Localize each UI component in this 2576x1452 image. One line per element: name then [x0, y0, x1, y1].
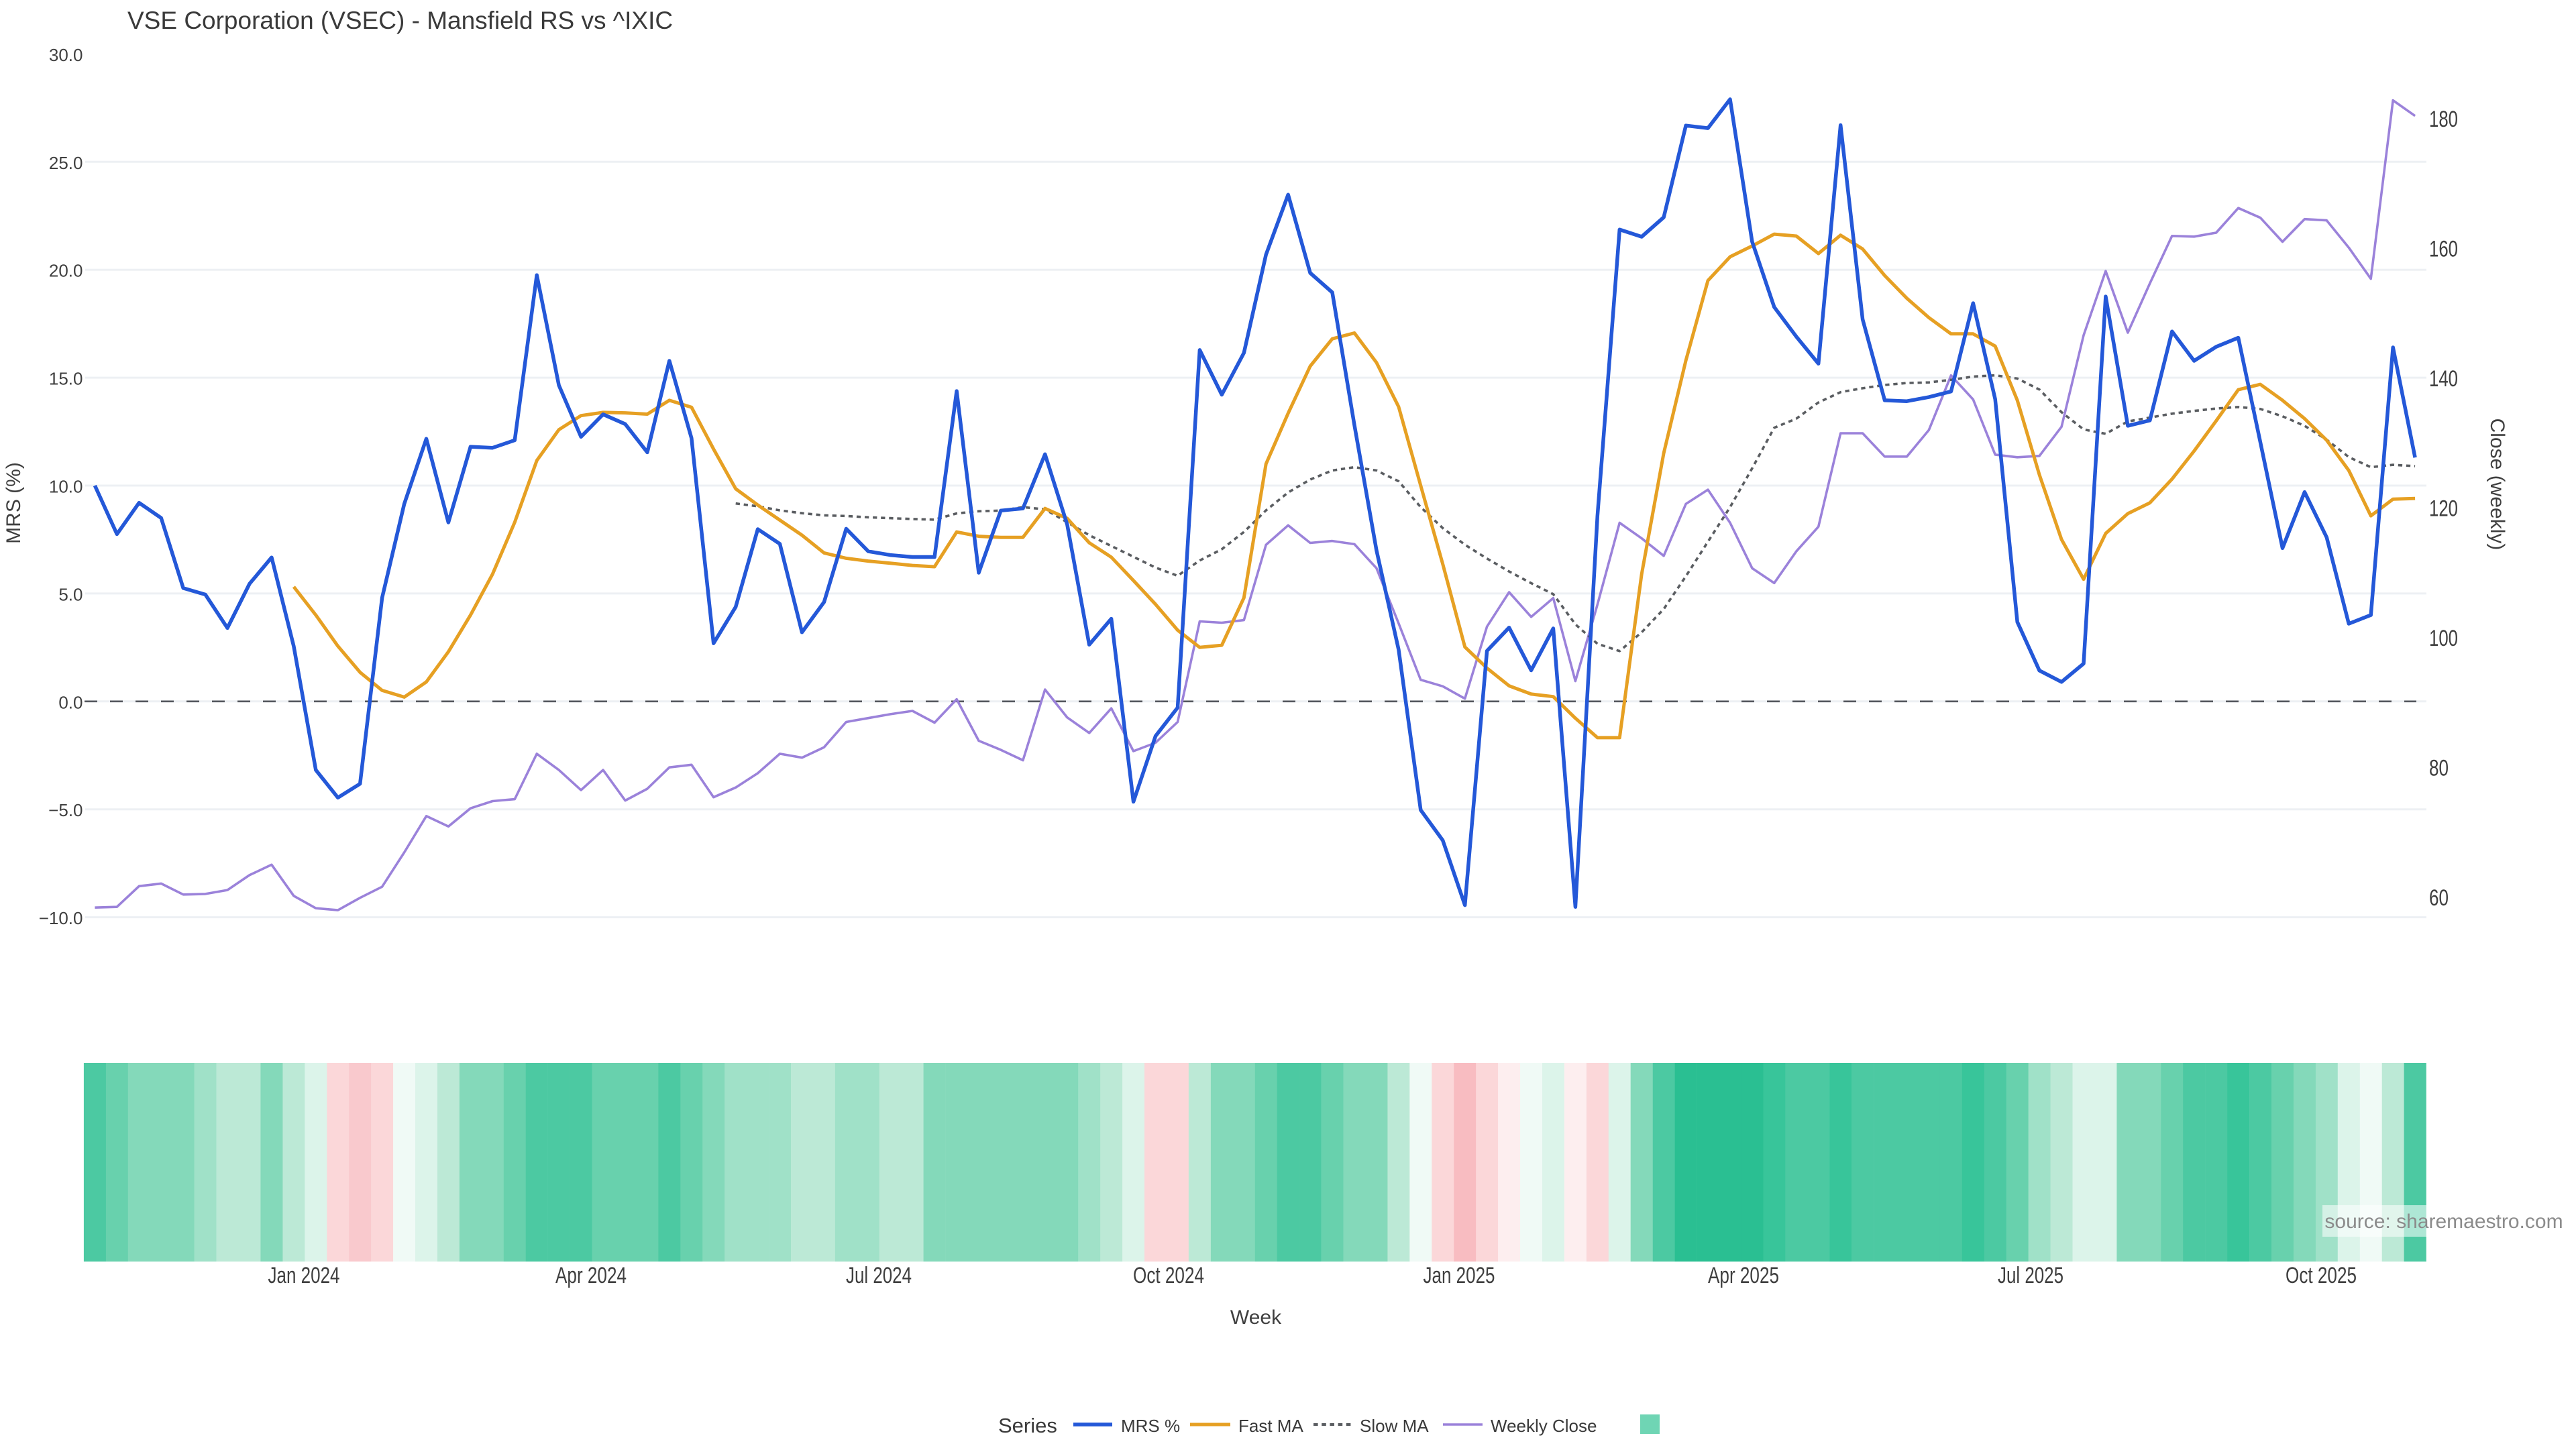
svg-text:−5.0: −5.0	[48, 800, 83, 820]
svg-text:10.0: 10.0	[49, 477, 83, 497]
svg-text:180: 180	[2429, 107, 2458, 132]
svg-text:VSE Corporation (VSEC) - Mansf: VSE Corporation (VSEC) - Mansfield RS vs…	[127, 7, 673, 34]
svg-text:Fast MA: Fast MA	[1238, 1416, 1303, 1436]
svg-text:Apr 2025: Apr 2025	[1708, 1263, 1779, 1288]
svg-text:100: 100	[2429, 626, 2458, 651]
svg-text:Series: Series	[998, 1414, 1057, 1437]
svg-text:160: 160	[2429, 237, 2458, 262]
svg-text:−10.0: −10.0	[39, 908, 83, 928]
svg-text:Apr 2024: Apr 2024	[555, 1263, 627, 1288]
svg-text:MRS %: MRS %	[1121, 1416, 1180, 1436]
svg-text:Jul 2024: Jul 2024	[846, 1263, 912, 1288]
svg-text:60: 60	[2429, 885, 2449, 911]
svg-text:140: 140	[2429, 366, 2458, 392]
svg-text:Jan 2024: Jan 2024	[268, 1263, 340, 1288]
svg-text:source: sharemaestro.com: source: sharemaestro.com	[2324, 1211, 2563, 1233]
svg-text:80: 80	[2429, 756, 2449, 781]
svg-text:Close (weekly): Close (weekly)	[2486, 418, 2508, 551]
svg-text:Week: Week	[1230, 1306, 1282, 1329]
svg-text:Jan 2025: Jan 2025	[1424, 1263, 1495, 1288]
svg-text:MRS (%): MRS (%)	[3, 462, 25, 544]
svg-text:Jul 2025: Jul 2025	[1998, 1263, 2063, 1288]
svg-text:30.0: 30.0	[49, 45, 83, 65]
svg-text:120: 120	[2429, 496, 2458, 522]
svg-text:Slow MA: Slow MA	[1360, 1416, 1429, 1436]
svg-text:Oct 2025: Oct 2025	[2286, 1263, 2357, 1288]
svg-text:Oct 2024: Oct 2024	[1133, 1263, 1204, 1288]
svg-text:0.0: 0.0	[58, 692, 83, 712]
svg-text:Weekly Close: Weekly Close	[1491, 1416, 1597, 1436]
svg-text:25.0: 25.0	[49, 153, 83, 173]
svg-text:15.0: 15.0	[49, 369, 83, 389]
svg-text:20.0: 20.0	[49, 261, 83, 281]
svg-text:5.0: 5.0	[58, 584, 83, 604]
